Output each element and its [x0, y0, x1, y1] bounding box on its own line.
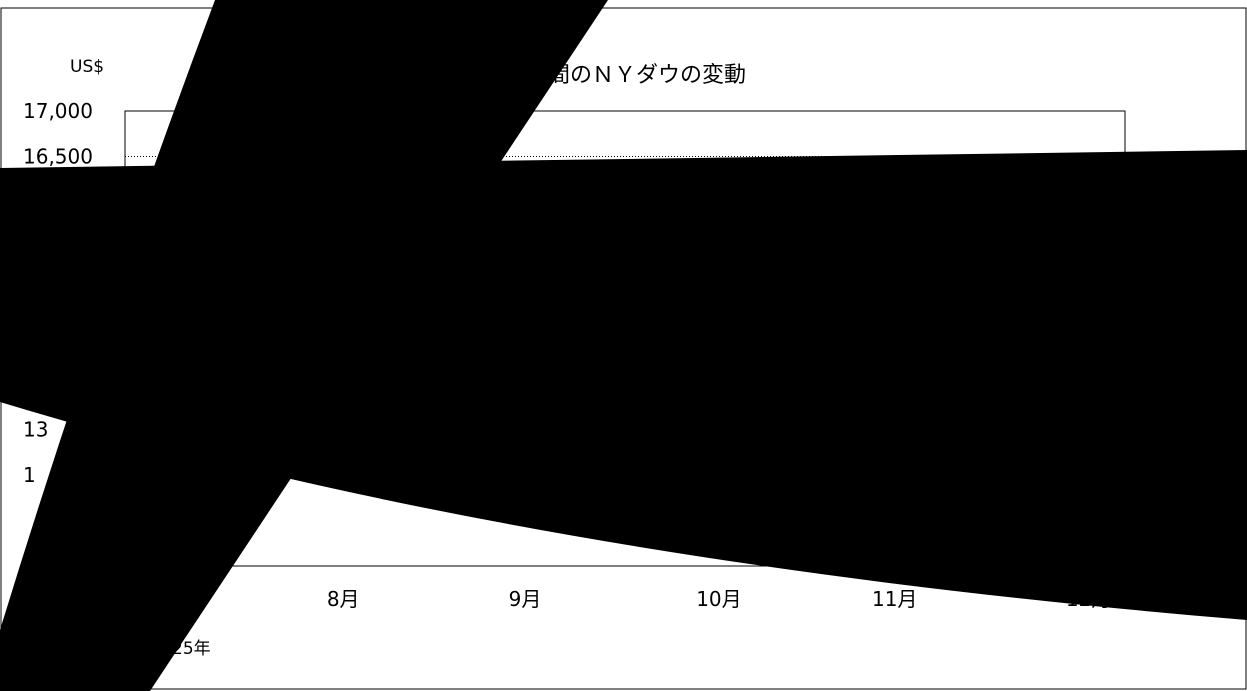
y-tick-label-0: 17,000 — [23, 99, 93, 123]
occluder-band-right — [0, 150, 1247, 620]
y-tick-label-4: 1 — [23, 463, 36, 487]
x-tick-label-1: 9月 — [509, 587, 542, 611]
x-tick-label-0: 8月 — [327, 587, 360, 611]
y-axis-unit: US$ — [70, 57, 104, 77]
chart-title: 間のＮＹダウの変動 — [548, 63, 746, 88]
y-tick-label-3: 13 — [23, 418, 48, 442]
x-tick-label-3: 11月 — [872, 587, 917, 611]
x-axis-year-note: 25年 — [172, 639, 211, 659]
y-tick-label-1: 16,500 — [23, 145, 93, 169]
x-tick-label-2: 10月 — [696, 587, 741, 611]
